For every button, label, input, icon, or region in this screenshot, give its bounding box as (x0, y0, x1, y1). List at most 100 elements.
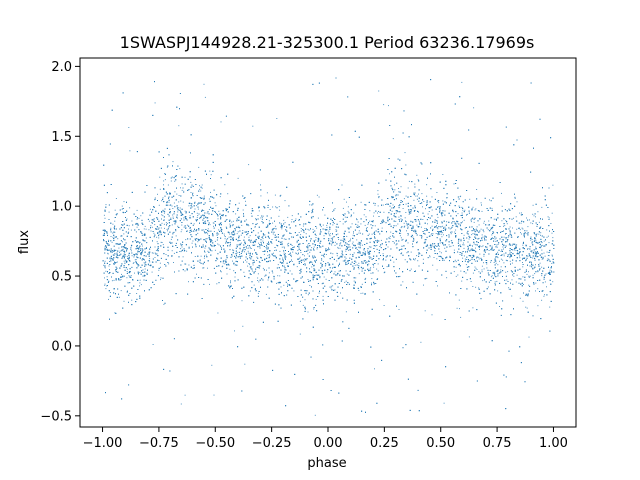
data-point (315, 274, 317, 276)
data-point (297, 280, 299, 281)
data-point (487, 229, 489, 231)
data-point (170, 217, 172, 219)
data-point (151, 222, 153, 224)
data-point (138, 217, 140, 219)
data-point (357, 224, 359, 226)
data-point (231, 255, 233, 257)
data-point (352, 241, 354, 243)
data-point (136, 209, 138, 211)
data-point (486, 267, 488, 269)
data-point (387, 246, 389, 248)
data-point (227, 238, 229, 239)
data-point (172, 214, 174, 216)
data-point (420, 341, 422, 343)
data-point (424, 240, 426, 242)
data-point (252, 125, 254, 127)
data-point (229, 219, 231, 221)
data-point (363, 253, 365, 255)
data-point (419, 222, 421, 224)
data-point (454, 259, 456, 261)
data-point (261, 217, 263, 219)
data-point (478, 287, 480, 289)
data-point (336, 255, 338, 257)
data-point (309, 249, 311, 251)
data-point (358, 289, 360, 291)
data-point (348, 227, 350, 229)
data-point (525, 260, 526, 262)
data-point (505, 238, 507, 240)
data-point (535, 239, 537, 241)
data-point (547, 255, 549, 256)
data-point (264, 234, 266, 236)
data-point (346, 235, 348, 237)
data-point (110, 260, 112, 262)
data-point (117, 238, 119, 240)
data-point (455, 266, 457, 268)
data-point (528, 336, 530, 338)
data-point (145, 237, 147, 239)
data-point (244, 363, 246, 365)
data-point (369, 268, 371, 270)
data-point (239, 257, 241, 259)
data-point (338, 270, 340, 272)
data-point (494, 275, 496, 277)
data-point (243, 246, 245, 248)
data-point (483, 222, 485, 224)
data-point (243, 236, 245, 238)
data-point (370, 272, 372, 274)
data-point (534, 233, 536, 235)
data-point (104, 249, 106, 251)
data-point (448, 244, 450, 246)
data-point (317, 217, 319, 219)
data-point (436, 237, 438, 239)
data-point (285, 256, 287, 258)
data-point (216, 283, 218, 285)
data-point (218, 233, 220, 235)
data-point (273, 252, 274, 254)
data-point (552, 281, 554, 283)
data-point (304, 255, 305, 257)
data-point (204, 239, 206, 241)
data-point (524, 257, 526, 259)
data-point (182, 201, 184, 203)
data-point (499, 306, 500, 307)
data-point (253, 260, 255, 262)
data-point (405, 164, 407, 166)
data-point (491, 249, 493, 251)
data-point (220, 121, 222, 123)
data-point (156, 253, 158, 255)
data-point (509, 251, 511, 253)
data-point (315, 298, 317, 300)
data-point (109, 261, 110, 262)
data-point (345, 311, 347, 313)
data-point (546, 236, 548, 238)
data-point (315, 234, 317, 236)
data-point (442, 225, 444, 227)
data-point (277, 275, 279, 277)
data-point (515, 281, 517, 283)
data-point (515, 247, 517, 249)
data-point (520, 212, 522, 214)
data-point (340, 292, 341, 294)
data-point (551, 255, 553, 257)
data-point (355, 223, 357, 225)
data-point (291, 261, 293, 262)
data-point (119, 279, 121, 281)
data-point (500, 251, 502, 252)
data-point (173, 252, 175, 254)
data-point (229, 233, 231, 235)
data-point (154, 246, 156, 248)
data-point (226, 238, 228, 240)
data-point (241, 224, 243, 226)
data-point (537, 270, 539, 272)
data-point (207, 250, 209, 252)
data-point (211, 240, 213, 242)
data-point (148, 264, 150, 266)
data-point (455, 229, 457, 231)
data-point (262, 215, 264, 217)
data-point (149, 261, 151, 263)
data-point (298, 232, 300, 233)
data-point (209, 224, 211, 226)
data-point (279, 250, 281, 252)
data-point (139, 285, 140, 287)
